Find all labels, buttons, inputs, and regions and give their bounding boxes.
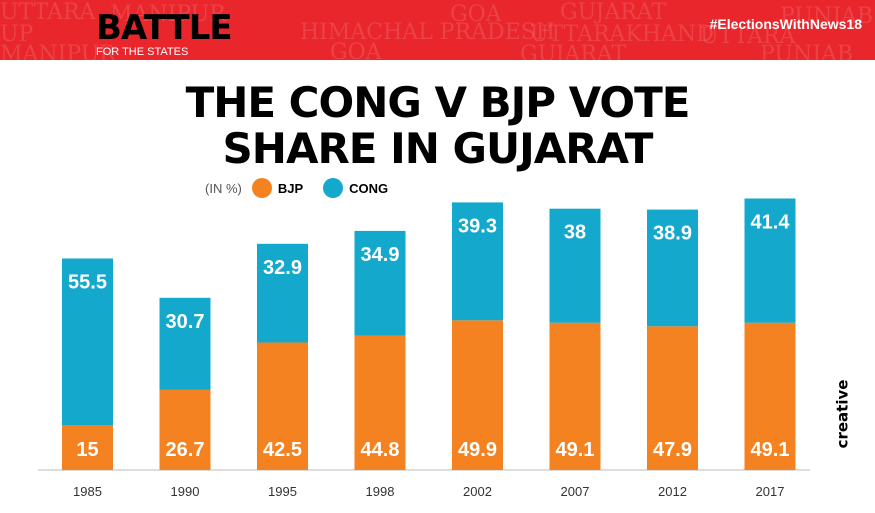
- bar-cong-1985: [62, 258, 113, 425]
- data-label-cong: 41.4: [751, 212, 791, 234]
- hashtag: #ElectionsWithNews18: [709, 16, 862, 32]
- data-label-bjp: 49.1: [751, 439, 790, 461]
- legend-cong: CONG: [349, 180, 389, 196]
- background-word: GOA: [450, 2, 502, 27]
- bar-cong-2007: [549, 208, 601, 323]
- data-label-bjp: 26.7: [166, 439, 205, 461]
- bar-bjp-1998: [354, 335, 406, 470]
- data-label-bjp: 15: [76, 439, 98, 461]
- x-tick-label: 1985: [73, 484, 102, 499]
- data-label-bjp: 49.9: [458, 439, 497, 461]
- data-label-bjp: 42.5: [263, 439, 302, 461]
- bar-cong-1995: [257, 243, 308, 343]
- background-word: PUNJAB: [760, 42, 854, 60]
- data-label-cong: 39.3: [458, 215, 497, 237]
- background-word: MANIPUR: [0, 42, 116, 60]
- x-tick-label: 2017: [756, 484, 785, 499]
- x-tick-label: 1995: [268, 484, 297, 499]
- title-line: THE CONG V BJP VOTE: [185, 78, 691, 127]
- background-word: UP: [0, 22, 34, 47]
- hand-icon: [323, 178, 344, 198]
- bar-cong-1998: [354, 230, 406, 336]
- background-word: UTTARAKHAND: [530, 22, 714, 47]
- data-label-bjp: 47.9: [653, 439, 692, 461]
- background-word: PUNJAB: [780, 4, 874, 29]
- background-word: UTTARA: [0, 0, 96, 25]
- data-label-cong: 34.9: [361, 244, 400, 266]
- lotus-icon: [251, 178, 272, 198]
- legend-bjp: BJP: [277, 180, 304, 196]
- bar-bjp-2007: [549, 322, 601, 470]
- bar-cong-2002: [452, 202, 503, 321]
- data-label-cong: 38: [564, 222, 586, 244]
- x-tick-label: 2012: [658, 484, 687, 499]
- background-word: HIMACHAL PRADESH: [300, 20, 556, 45]
- bar-bjp-1990: [159, 389, 211, 470]
- data-label-cong: 55.5: [68, 272, 107, 294]
- legend: (IN %) BJP CONG: [205, 178, 408, 198]
- x-tick-label: 2002: [463, 484, 492, 499]
- background-word: GUJARAT: [520, 42, 627, 60]
- bar-bjp-1985: [62, 425, 113, 470]
- bar-bjp-2002: [452, 320, 503, 470]
- header-banner: UTTARA MANIPUR GOA GUJARAT PUNJAB UP HIMACHAL …: [0, 0, 875, 60]
- data-label-bjp: 49.1: [556, 439, 595, 461]
- x-tick-label: 1998: [366, 484, 395, 499]
- news18-creative-logo: creative: [833, 379, 852, 449]
- unit-label: (IN %): [205, 180, 242, 196]
- background-word: MANIPUR: [110, 2, 226, 27]
- bar-bjp-1995: [257, 342, 308, 470]
- bar-bjp-2017: [744, 322, 796, 470]
- data-label-bjp: 44.8: [361, 439, 400, 461]
- bar-bjp-2012: [647, 326, 698, 470]
- data-label-cong: 32.9: [263, 257, 302, 279]
- background-word: GOA: [330, 40, 382, 60]
- background-word: UTTARA: [700, 24, 796, 49]
- data-label-cong: 30.7: [166, 311, 205, 333]
- bar-cong-2012: [647, 209, 698, 327]
- bar-cong-1990: [159, 297, 211, 390]
- data-label-cong: 38.9: [653, 223, 692, 245]
- logo: BATTLE FOR THE STATES: [96, 8, 233, 58]
- title-line: SHARE IN GUJARAT: [222, 124, 654, 173]
- x-tick-label: 2007: [561, 484, 590, 499]
- chart-title: THE CONG V BJP VOTE SHARE IN GUJARAT: [0, 80, 875, 172]
- bar-cong-2017: [744, 198, 796, 323]
- x-tick-label: 1990: [171, 484, 200, 499]
- background-word: GUJARAT: [560, 0, 667, 25]
